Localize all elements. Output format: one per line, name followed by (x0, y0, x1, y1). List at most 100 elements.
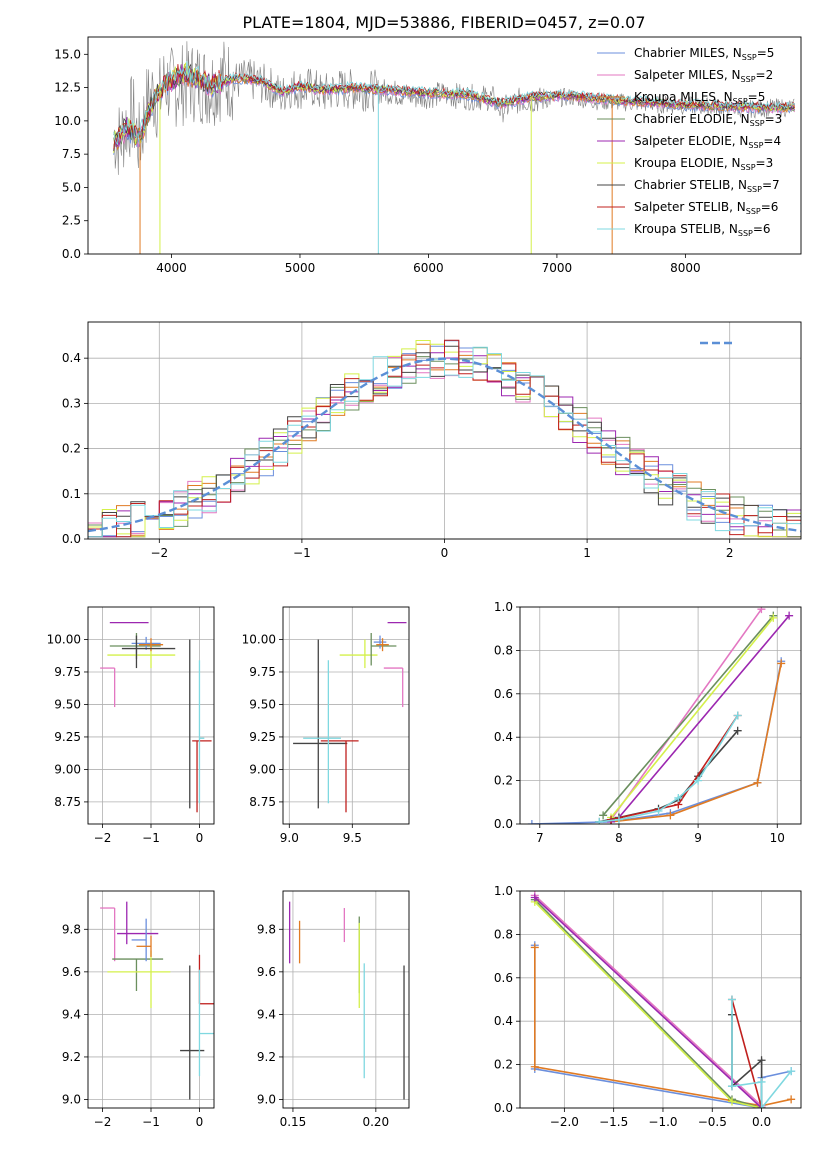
legend-entry-suffix: =5 (757, 46, 775, 60)
data-point-marker (769, 613, 778, 622)
legend-entry-name: Chabrier STELIB, N (634, 178, 747, 192)
plot-area (527, 607, 794, 824)
y-tick-label: 0.8 (494, 643, 513, 657)
chart-weight_vs_Z: −2.0 −1.5 −1.0 −0.5 0.0 0.0 0.2 0.4 0.6 0.8 1.0 (494, 884, 802, 1129)
legend-entry-sub: SSP (733, 97, 748, 106)
x-tick-label: 9 (694, 831, 702, 845)
y-tick-label: 9.8 (62, 922, 81, 936)
x-tick-label: 10 (770, 831, 785, 845)
series-line-salpeter_elodie (534, 896, 763, 1108)
x-tick-label: 9.5 (343, 831, 362, 845)
y-tick-label: 9.25 (249, 730, 276, 744)
series-line-chabrier_miles (531, 661, 782, 824)
y-tick-label: 9.2 (257, 1050, 276, 1064)
x-tick-label: −0.5 (698, 1115, 727, 1129)
y-tick-label: 9.00 (249, 762, 276, 776)
y-tick-label: 15.0 (54, 47, 81, 61)
legend-entry: Chabrier ELODIE, NSSP=3 (634, 112, 782, 128)
data-point-marker (530, 943, 539, 952)
y-tick-label: 9.75 (54, 665, 81, 679)
y-tick-label: 0.8 (494, 927, 513, 941)
legend-entry-suffix: =6 (753, 222, 771, 236)
legend-entry-suffix: =3 (765, 112, 783, 126)
legend-entry-name: Kroupa ELODIE, N (634, 156, 741, 170)
series-line-salpeter_stelib (731, 999, 763, 1108)
y-tick-label: 0.4 (494, 1014, 513, 1028)
data-point-marker (727, 995, 736, 1004)
data-point-marker (654, 806, 663, 815)
y-tick-label: 9.8 (257, 922, 276, 936)
y-tick-label: 9.0 (257, 1092, 276, 1106)
series-line-kroupa_elodie (610, 617, 774, 819)
data-point-marker (527, 820, 536, 824)
plot-area (293, 621, 407, 813)
data-point-marker (777, 659, 786, 668)
legend-entry-suffix: =3 (756, 156, 774, 170)
y-tick-label: 0.6 (494, 971, 513, 985)
legend-entry-name: Kroupa MILES, N (634, 90, 733, 104)
y-tick-label: 1.0 (494, 600, 513, 614)
y-tick-label: 9.75 (249, 665, 276, 679)
plot-area (100, 621, 212, 813)
data-point-marker (787, 1095, 796, 1104)
series-line-salpeter_elodie (610, 615, 790, 823)
x-tick-label: 8 (615, 831, 623, 845)
y-tick-label: 0.0 (62, 247, 81, 261)
axes-frame (87, 36, 802, 255)
legend-entry-name: Salpeter MILES, N (634, 68, 741, 82)
y-tick-label: 0.4 (494, 730, 513, 744)
legend-entry: Salpeter STELIB, NSSP=6 (634, 200, 778, 216)
x-tick-label: 0.0 (752, 1115, 771, 1129)
legend-entry-sub: SSP (742, 53, 757, 62)
y-tick-label: 0.0 (494, 1101, 513, 1115)
plot-area (530, 891, 796, 1108)
y-tick-label: 9.25 (54, 730, 81, 744)
plot-area (113, 41, 795, 254)
y-tick-label: 9.4 (62, 1007, 81, 1021)
data-point-marker (530, 1062, 539, 1071)
data-point-marker (753, 778, 762, 787)
legend-entry-sub: SSP (748, 141, 763, 150)
data-point-marker (599, 811, 608, 820)
x-tick-label: −1 (142, 1115, 160, 1129)
y-tick-label: 1.0 (494, 884, 513, 898)
data-point-marker (733, 726, 742, 735)
model-line-chabrier_elodie (113, 65, 795, 147)
data-point-marker (757, 607, 766, 614)
data-point-marker (674, 793, 683, 802)
legend-entry: Chabrier STELIB, NSSP=7 (634, 178, 780, 194)
axes-frame (282, 606, 410, 825)
series-line-kroupa_miles (534, 947, 792, 1107)
x-tick-label: 4000 (156, 261, 187, 275)
x-tick-label: −2 (94, 831, 112, 845)
axes-frame (519, 890, 802, 1109)
series-line-salpeter_miles (610, 608, 763, 821)
x-tick-label: 6000 (413, 261, 444, 275)
x-tick-label: −1.5 (599, 1115, 628, 1129)
legend-entry-name: Salpeter STELIB, N (634, 200, 746, 214)
legend-entry: Kroupa ELODIE, NSSP=3 (634, 156, 773, 172)
legend-entry-sub: SSP (741, 163, 756, 172)
y-tick-label: 0.2 (62, 442, 81, 456)
data-point-marker (785, 611, 794, 620)
legend-entry: Salpeter MILES, NSSP=2 (634, 68, 773, 84)
x-tick-label: 0.15 (280, 1115, 307, 1129)
legend-entry-suffix: =2 (756, 68, 774, 82)
y-tick-label: 8.75 (54, 795, 81, 809)
histogram-step-salpeter_stelib (88, 339, 801, 538)
legend-entry-name: Kroupa STELIB, N (634, 222, 738, 236)
x-tick-label: 7000 (542, 261, 573, 275)
y-tick-label: 0.6 (494, 687, 513, 701)
y-tick-label: 5.0 (62, 180, 81, 194)
legend-entry: Kroupa MILES, NSSP=5 (634, 90, 765, 106)
y-tick-label: 0.2 (494, 1058, 513, 1072)
y-tick-label: 0.0 (494, 817, 513, 831)
x-tick-label: 9.0 (280, 831, 299, 845)
series-line-salpeter_miles (534, 894, 763, 1107)
y-tick-label: 9.50 (249, 697, 276, 711)
y-tick-label: 0.3 (62, 396, 81, 410)
y-tick-label: 9.0 (62, 1092, 81, 1106)
data-point-marker (530, 893, 539, 902)
plot-area (288, 901, 405, 1100)
